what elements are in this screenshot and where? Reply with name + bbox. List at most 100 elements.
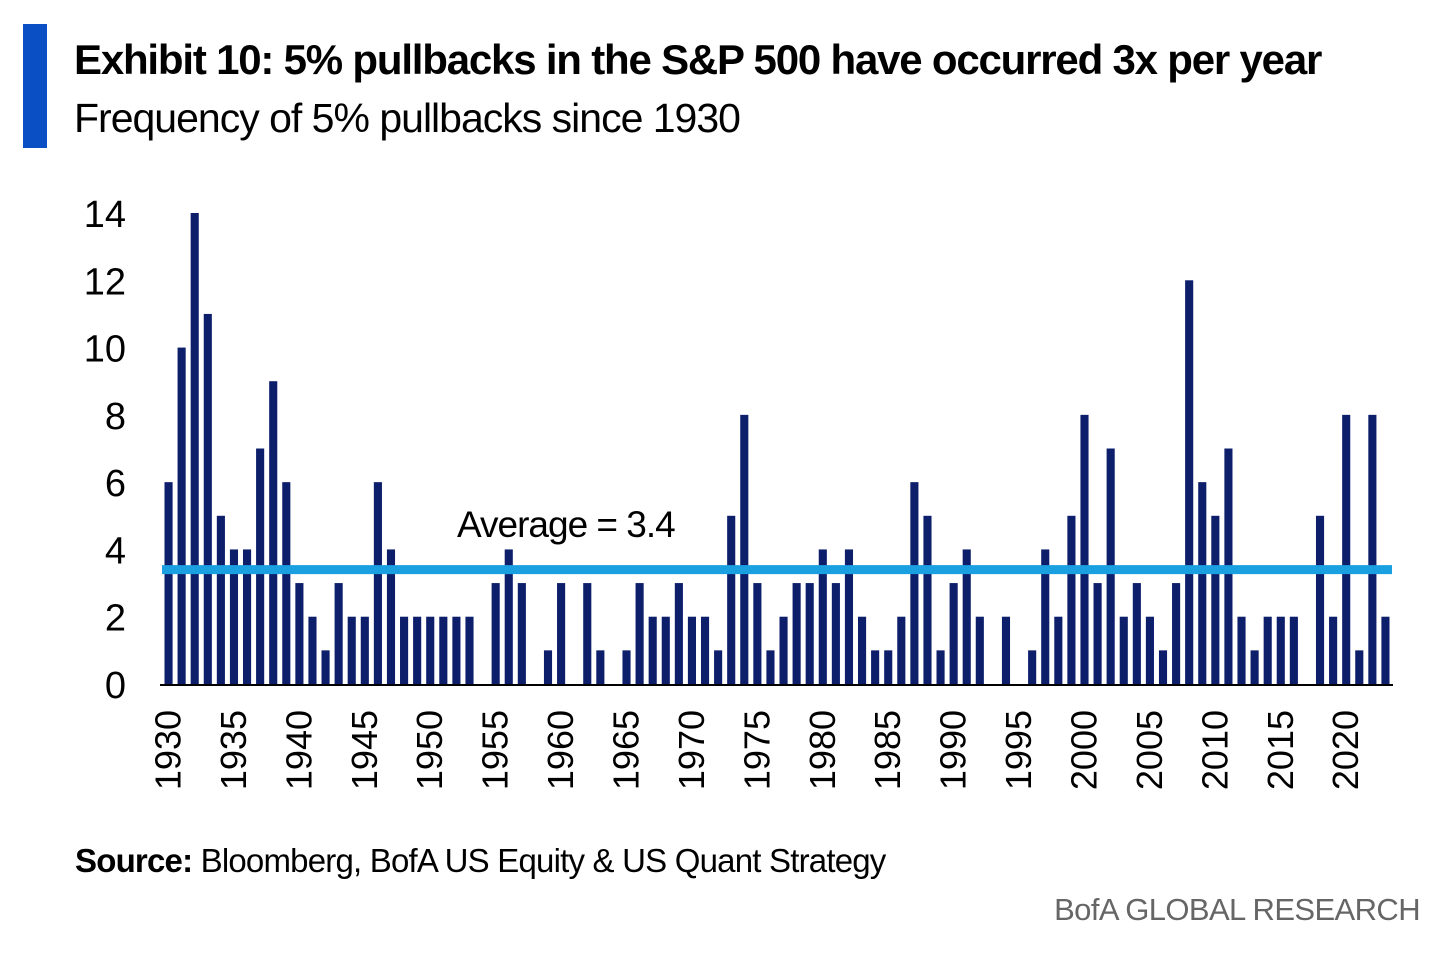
x-tick-label: 1960 (540, 710, 581, 790)
bar-1948 (400, 616, 409, 684)
bar-2012 (1237, 616, 1246, 684)
bar-2000 (1080, 414, 1089, 684)
bar-1983 (858, 616, 867, 684)
bar-2007 (1172, 583, 1181, 684)
bar-1953 (465, 616, 474, 684)
bar-1939 (282, 482, 291, 684)
x-tick-label: 2020 (1325, 710, 1366, 790)
chart-subtitle: Frequency of 5% pullbacks since 1930 (74, 95, 741, 141)
bar-2018 (1315, 515, 1325, 684)
x-tick-label: 1945 (344, 710, 385, 790)
chart-title: Exhibit 10: 5% pullbacks in the S&P 500 … (74, 36, 1322, 83)
bar-2019 (1329, 616, 1338, 684)
bar-1933 (203, 313, 212, 684)
bar-1986 (897, 616, 906, 684)
bar-2020 (1342, 414, 1351, 684)
bar-1971 (700, 616, 710, 684)
bar-2005 (1145, 616, 1154, 684)
bar-1951 (439, 616, 448, 684)
bar-2013 (1250, 650, 1259, 684)
bar-2014 (1263, 616, 1272, 684)
bar-1996 (1028, 650, 1037, 684)
source-text: Bloomberg, BofA US Equity & US Quant Str… (200, 842, 887, 879)
x-tick-label: 1980 (802, 710, 843, 790)
y-tick-label: 12 (84, 261, 126, 303)
bar-1959 (543, 650, 553, 684)
bar-1957 (517, 583, 526, 684)
bar-1969 (674, 583, 683, 684)
bar-1980 (818, 549, 827, 684)
x-tick-label: 2010 (1194, 710, 1235, 790)
bar-1965 (622, 650, 631, 684)
x-tick-label: 1935 (213, 710, 254, 790)
bar-2009 (1198, 482, 1207, 684)
bar-1943 (334, 583, 343, 684)
bar-1967 (648, 616, 657, 684)
bar-1947 (386, 549, 396, 684)
bar-2022 (1368, 414, 1377, 684)
y-tick-label: 0 (105, 665, 126, 707)
bar-1994 (1001, 616, 1011, 684)
bar-1952 (452, 616, 461, 684)
x-tick-label: 1965 (606, 710, 647, 790)
bar-1950 (426, 616, 435, 684)
bar-1989 (936, 650, 945, 684)
x-tick-label: 1995 (998, 710, 1039, 790)
x-tick-label: 1975 (736, 710, 777, 790)
bar-1955 (491, 583, 500, 684)
bar-2015 (1276, 616, 1285, 684)
bar-1956 (504, 549, 513, 684)
bar-1944 (347, 616, 356, 684)
bar-1960 (557, 583, 566, 684)
bar-1992 (975, 616, 984, 684)
bar-series (164, 213, 1390, 684)
bar-1940 (295, 583, 304, 684)
bar-2008 (1185, 280, 1194, 684)
x-axis: 1930 1935 1940 1945 1950 1955 1960 1965 1970 1975… (148, 710, 1367, 790)
bar-1987 (910, 482, 919, 684)
bar-1962 (583, 583, 592, 684)
bar-1930 (164, 482, 173, 684)
bar-1990 (949, 583, 958, 684)
x-tick-label: 1990 (933, 710, 974, 790)
x-tick-label: 2000 (1064, 710, 1105, 790)
bar-2021 (1355, 650, 1364, 684)
x-tick-label: 1985 (867, 710, 908, 790)
x-tick-label: 1955 (475, 710, 516, 790)
x-tick-label: 2015 (1260, 710, 1301, 790)
bar-1938 (269, 381, 278, 684)
x-tick-label: 1940 (278, 710, 319, 790)
bar-1966 (635, 583, 644, 684)
source-note: Source: Bloomberg, BofA US Equity & US Q… (75, 840, 886, 882)
bar-1931 (177, 347, 186, 684)
bar-2010 (1211, 515, 1220, 684)
bar-1934 (216, 515, 225, 684)
bar-1935 (229, 549, 239, 684)
bar-2023 (1381, 616, 1390, 684)
bar-1982 (844, 549, 854, 684)
bar-1984 (871, 650, 880, 684)
y-tick-label: 14 (84, 194, 126, 236)
bar-1977 (779, 616, 788, 684)
y-tick-label: 2 (105, 598, 126, 640)
average-label: Average = 3.4 (457, 504, 675, 545)
bar-chart: 0 2 4 6 8 10 12 14 1930 1935 1940 1945 1950 1955 1960… (84, 194, 1393, 790)
bar-1932 (190, 213, 199, 684)
bar-1976 (766, 650, 775, 684)
bar-1968 (661, 616, 670, 684)
y-tick-label: 8 (105, 396, 126, 438)
bar-1978 (792, 583, 801, 684)
bar-2006 (1158, 650, 1168, 684)
brand-label: BofA GLOBAL RESEARCH (1054, 892, 1420, 927)
bar-1946 (373, 482, 382, 684)
x-tick-label: 1930 (148, 710, 189, 790)
bar-2016 (1289, 616, 1298, 684)
bar-1988 (923, 515, 932, 684)
y-tick-label: 10 (84, 329, 126, 371)
accent-bar (23, 24, 47, 148)
bar-1981 (831, 583, 840, 684)
bar-1985 (884, 650, 893, 684)
bar-1942 (321, 650, 330, 684)
source-label: Source: (75, 842, 193, 879)
y-tick-label: 4 (105, 530, 126, 572)
